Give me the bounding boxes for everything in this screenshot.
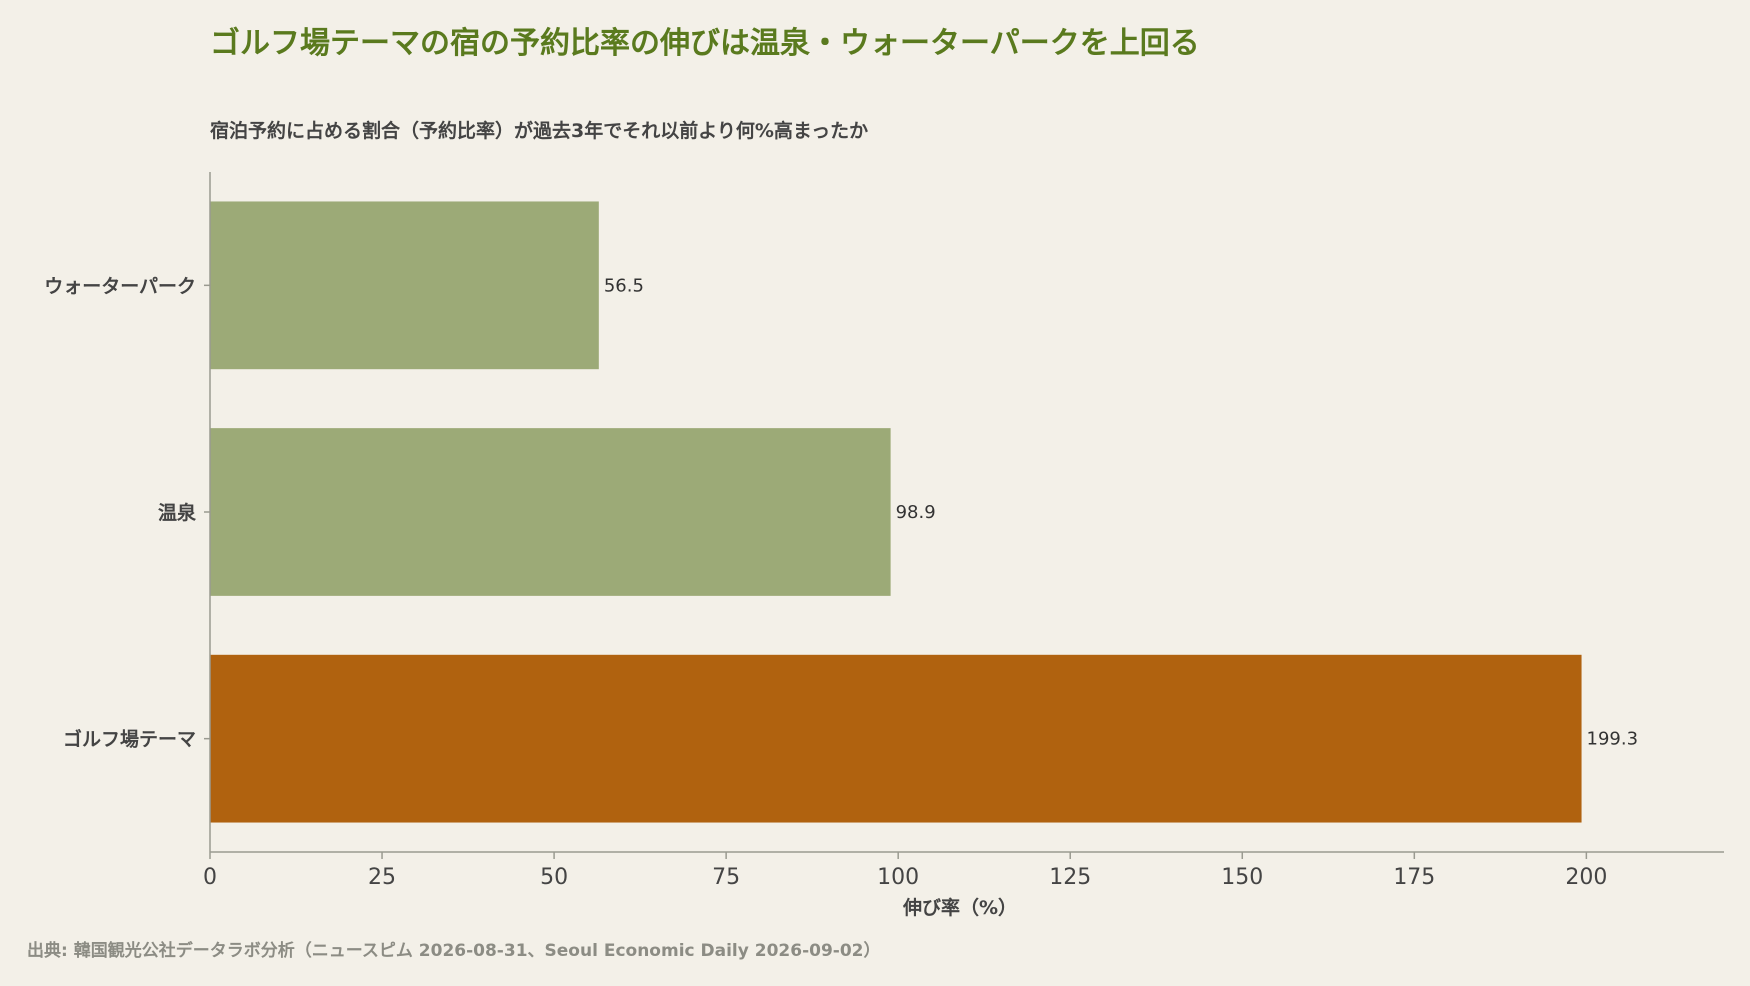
- x-tick-label-2: 50: [540, 865, 568, 890]
- x-tick-label-8: 200: [1565, 865, 1607, 890]
- source-note: 出典: 韓国観光公社データラボ分析（ニュースピム 2026-08-31、Seou…: [27, 941, 881, 961]
- x-tick-label-1: 25: [368, 865, 396, 890]
- x-tick-label-6: 150: [1221, 865, 1263, 890]
- data-label-2: 199.3: [1587, 729, 1639, 750]
- bar-2: [210, 654, 1582, 823]
- bars-group: 56.5 98.9 199.3: [210, 201, 1639, 823]
- data-label-1: 98.9: [896, 502, 936, 523]
- y-tick-label-2: ゴルフ場テーマ: [63, 728, 196, 751]
- bar-1: [210, 428, 891, 596]
- x-tick-label-3: 75: [712, 865, 740, 890]
- x-tick-label-5: 125: [1049, 865, 1091, 890]
- x-tick-label-4: 100: [877, 865, 919, 890]
- x-tick-label-7: 175: [1393, 865, 1435, 890]
- y-tick-label-1: 温泉: [158, 501, 197, 524]
- x-axis-label: 伸び率（%）: [902, 896, 1017, 919]
- data-label-0: 56.5: [604, 275, 644, 296]
- chart-subtitle: 宿泊予約に占める割合（予約比率）が過去3年でそれ以前より何%高まったか: [210, 120, 869, 142]
- chart-title: ゴルフ場テーマの宿の予約比率の伸びは温泉・ウォーターパークを上回る: [210, 26, 1200, 61]
- x-tick-label-0: 0: [203, 865, 217, 890]
- bar-0: [210, 201, 599, 370]
- y-tick-label-0: ウォーターパーク: [44, 275, 196, 297]
